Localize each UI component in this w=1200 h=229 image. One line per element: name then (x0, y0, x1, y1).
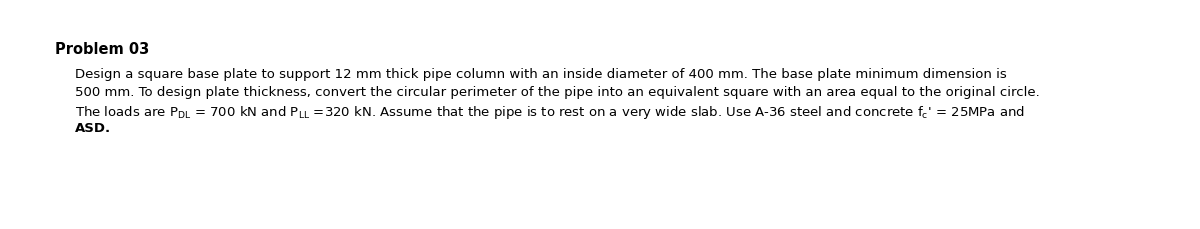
Text: 500 mm. To design plate thickness, convert the circular perimeter of the pipe in: 500 mm. To design plate thickness, conve… (74, 86, 1039, 99)
Text: Design a square base plate to support 12 mm thick pipe column with an inside dia: Design a square base plate to support 12… (74, 68, 1007, 81)
Text: The loads are P$_{\mathregular{DL}}$ = 700 kN and P$_{\mathregular{LL}}$ =320 kN: The loads are P$_{\mathregular{DL}}$ = 7… (74, 104, 1025, 121)
Text: ASD.: ASD. (74, 122, 112, 135)
Text: Problem 03: Problem 03 (55, 42, 149, 57)
